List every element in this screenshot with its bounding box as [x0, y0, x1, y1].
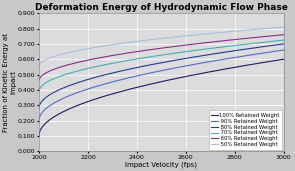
 50% Retained Weight	[282, 26, 286, 28]
 90% Retained Weight	[282, 49, 286, 51]
100% Retained Weight	[187, 75, 191, 77]
100% Retained Weight	[259, 62, 263, 64]
 80% Retained Weight	[282, 43, 286, 45]
 90% Retained Weight	[187, 64, 191, 66]
 50% Retained Weight	[183, 35, 186, 37]
 70% Retained Weight	[187, 50, 191, 52]
Legend: 100% Retained Weight,  90% Retained Weight,  80% Retained Weight,  70% Retained : 100% Retained Weight, 90% Retained Weigh…	[209, 110, 282, 150]
 90% Retained Weight	[38, 115, 42, 117]
 50% Retained Weight	[187, 35, 191, 37]
X-axis label: Impact Velocity (fps): Impact Velocity (fps)	[125, 161, 197, 168]
 80% Retained Weight	[182, 58, 186, 60]
 60% Retained Weight	[38, 77, 42, 79]
100% Retained Weight	[38, 130, 42, 132]
 80% Retained Weight	[259, 46, 263, 48]
 50% Retained Weight	[243, 29, 247, 31]
 70% Retained Weight	[243, 43, 247, 45]
100% Retained Weight	[183, 76, 186, 78]
 70% Retained Weight	[182, 51, 186, 53]
Line: 100% Retained Weight: 100% Retained Weight	[39, 59, 284, 136]
 90% Retained Weight	[183, 65, 186, 67]
 80% Retained Weight	[187, 57, 191, 59]
 50% Retained Weight	[259, 28, 263, 30]
 80% Retained Weight	[37, 107, 41, 109]
100% Retained Weight	[282, 58, 286, 60]
 90% Retained Weight	[243, 55, 247, 57]
Line:  80% Retained Weight: 80% Retained Weight	[39, 44, 284, 108]
 50% Retained Weight	[37, 65, 41, 67]
100% Retained Weight	[243, 64, 247, 67]
Y-axis label: Fraction of Kinetic Energy at
Impact: Fraction of Kinetic Energy at Impact	[4, 33, 17, 132]
 60% Retained Weight	[282, 34, 286, 36]
 70% Retained Weight	[282, 39, 286, 41]
 50% Retained Weight	[38, 63, 42, 65]
 70% Retained Weight	[37, 90, 41, 93]
100% Retained Weight	[37, 135, 41, 137]
 70% Retained Weight	[183, 51, 186, 53]
Line:  60% Retained Weight: 60% Retained Weight	[39, 35, 284, 81]
Line:  50% Retained Weight: 50% Retained Weight	[39, 27, 284, 66]
100% Retained Weight	[182, 76, 186, 78]
Line:  90% Retained Weight: 90% Retained Weight	[39, 50, 284, 121]
 60% Retained Weight	[182, 44, 186, 46]
 70% Retained Weight	[38, 87, 42, 89]
Title: Deformation Energy of Hydrodynamic Flow Phase: Deformation Energy of Hydrodynamic Flow …	[35, 3, 288, 12]
 80% Retained Weight	[183, 58, 186, 60]
 50% Retained Weight	[182, 35, 186, 37]
 90% Retained Weight	[182, 65, 186, 67]
Line:  70% Retained Weight: 70% Retained Weight	[39, 40, 284, 91]
 60% Retained Weight	[187, 44, 191, 46]
 60% Retained Weight	[37, 80, 41, 82]
 60% Retained Weight	[183, 44, 186, 46]
 70% Retained Weight	[259, 42, 263, 44]
 80% Retained Weight	[243, 48, 247, 50]
 80% Retained Weight	[38, 103, 42, 106]
 60% Retained Weight	[243, 37, 247, 40]
 90% Retained Weight	[259, 52, 263, 54]
 90% Retained Weight	[37, 120, 41, 122]
 60% Retained Weight	[259, 36, 263, 38]
